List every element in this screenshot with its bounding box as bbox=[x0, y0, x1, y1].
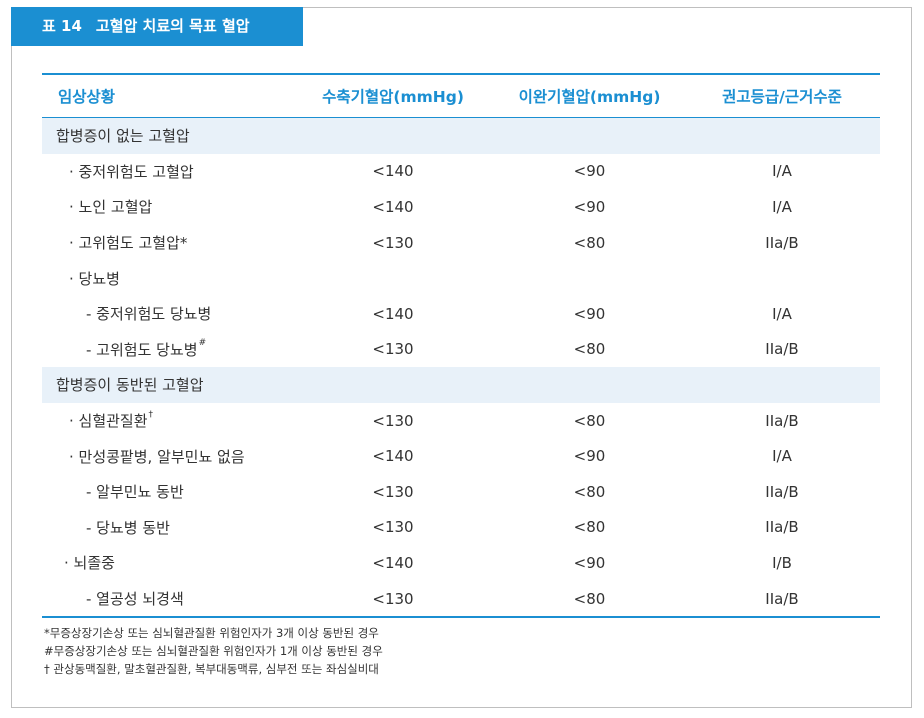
diastolic-value: <80 bbox=[573, 233, 606, 252]
row-label-cell: · 심혈관질환 † bbox=[69, 403, 153, 439]
systolic-value: <140 bbox=[372, 553, 414, 572]
grade-value: IIa/B bbox=[765, 518, 799, 537]
table-row: - 당뇨병 동반 <130 <80 IIa/B bbox=[42, 510, 880, 546]
table-row: - 알부민뇨 동반 <130 <80 IIa/B bbox=[42, 474, 880, 510]
table-row: - 열공성 뇌경색 <130 <80 IIa/B bbox=[42, 581, 880, 617]
table-row: · 당뇨병 bbox=[42, 260, 880, 296]
row-label: 합병증이 없는 고혈압 bbox=[56, 127, 190, 146]
row-label: · 만성콩팥병, 알부민뇨 없음 bbox=[69, 447, 245, 466]
row-label: - 당뇨병 동반 bbox=[86, 518, 170, 537]
row-label: - 열공성 뇌경색 bbox=[86, 590, 184, 609]
row-label: - 알부민뇨 동반 bbox=[86, 483, 184, 502]
header-diastolic: 이완기혈압(mmHg) bbox=[518, 88, 661, 106]
systolic-value: <130 bbox=[372, 482, 414, 501]
grade-value: I/A bbox=[772, 304, 792, 323]
group-row: 합병증이 없는 고혈압 bbox=[42, 118, 880, 154]
diastolic-value: <90 bbox=[573, 553, 606, 572]
footnote-mark: # bbox=[198, 338, 207, 349]
row-label: · 당뇨병 bbox=[69, 269, 120, 288]
table-title: 표 14 고혈압 치료의 목표 혈압 bbox=[11, 7, 303, 46]
diastolic-value: <80 bbox=[573, 411, 606, 430]
grade-value: IIa/B bbox=[765, 589, 799, 608]
diastolic-value: <80 bbox=[573, 482, 606, 501]
table-header-row: 임상상황 수축기혈압(mmHg) 이완기혈압(mmHg) 권고등급/근거수준 bbox=[42, 75, 880, 118]
header-clinical-situation: 임상상황 bbox=[58, 88, 116, 106]
group-row: 합병증이 동반된 고혈압 bbox=[42, 367, 880, 403]
systolic-value: <140 bbox=[372, 162, 414, 181]
diastolic-value: <90 bbox=[573, 304, 606, 323]
table-row: · 노인 고혈압 <140 <90 I/A bbox=[42, 189, 880, 225]
systolic-value: <130 bbox=[372, 233, 414, 252]
footnote: #무증상장기손상 또는 심뇌혈관질환 위험인자가 1개 이상 동반된 경우 bbox=[44, 644, 383, 658]
grade-value: IIa/B bbox=[765, 482, 799, 501]
grade-value: I/A bbox=[772, 162, 792, 181]
row-label: - 중저위험도 당뇨병 bbox=[86, 305, 212, 324]
footnote-mark: † bbox=[148, 409, 154, 420]
table-row: · 뇌졸중 <140 <90 I/B bbox=[42, 545, 880, 581]
footnote: † 관상동맥질환, 말초혈관질환, 복부대동맥류, 심부전 또는 좌심실비대 bbox=[44, 662, 379, 676]
systolic-value: <140 bbox=[372, 197, 414, 216]
target-bp-table: 임상상황 수축기혈압(mmHg) 이완기혈압(mmHg) 권고등급/근거수준 합… bbox=[42, 73, 880, 619]
systolic-value: <130 bbox=[372, 340, 414, 359]
header-grade: 권고등급/근거수준 bbox=[722, 88, 842, 106]
table-number: 표 14 bbox=[42, 17, 82, 35]
row-label: · 고위험도 고혈압* bbox=[69, 234, 188, 253]
systolic-value: <130 bbox=[372, 589, 414, 608]
systolic-value: <130 bbox=[372, 411, 414, 430]
table-row: - 고위험도 당뇨병 # <130 <80 IIa/B bbox=[42, 332, 880, 368]
systolic-value: <140 bbox=[372, 304, 414, 323]
table-row: · 만성콩팥병, 알부민뇨 없음 <140 <90 I/A bbox=[42, 438, 880, 474]
table-row: · 중저위험도 고혈압 <140 <90 I/A bbox=[42, 154, 880, 190]
row-label-cell: - 고위험도 당뇨병 # bbox=[86, 332, 206, 368]
row-label: · 심혈관질환 bbox=[69, 412, 148, 431]
row-label: · 중저위험도 고혈압 bbox=[69, 162, 194, 181]
diastolic-value: <90 bbox=[573, 197, 606, 216]
diastolic-value: <80 bbox=[573, 589, 606, 608]
table-row: - 중저위험도 당뇨병 <140 <90 I/A bbox=[42, 296, 880, 332]
diastolic-value: <80 bbox=[573, 518, 606, 537]
footnote: *무증상장기손상 또는 심뇌혈관질환 위험인자가 3개 이상 동반된 경우 bbox=[44, 626, 379, 640]
diastolic-value: <80 bbox=[573, 340, 606, 359]
grade-value: I/A bbox=[772, 447, 792, 466]
table-row: · 심혈관질환 † <130 <80 IIa/B bbox=[42, 403, 880, 439]
table-row: · 고위험도 고혈압* <130 <80 IIa/B bbox=[42, 225, 880, 261]
header-systolic: 수축기혈압(mmHg) bbox=[322, 88, 464, 106]
diastolic-value: <90 bbox=[573, 162, 606, 181]
grade-value: IIa/B bbox=[765, 233, 799, 252]
row-label: 합병증이 동반된 고혈압 bbox=[56, 376, 204, 395]
grade-value: I/B bbox=[772, 553, 792, 572]
systolic-value: <130 bbox=[372, 518, 414, 537]
grade-value: IIa/B bbox=[765, 340, 799, 359]
grade-value: IIa/B bbox=[765, 411, 799, 430]
table-footnotes: *무증상장기손상 또는 심뇌혈관질환 위험인자가 3개 이상 동반된 경우 #무… bbox=[44, 624, 383, 678]
grade-value: I/A bbox=[772, 197, 792, 216]
row-label: · 노인 고혈압 bbox=[69, 198, 153, 217]
row-label: · 뇌졸중 bbox=[64, 554, 115, 573]
row-label: - 고위험도 당뇨병 bbox=[86, 340, 198, 359]
systolic-value: <140 bbox=[372, 447, 414, 466]
table-title-text: 고혈압 치료의 목표 혈압 bbox=[95, 17, 250, 35]
diastolic-value: <90 bbox=[573, 447, 606, 466]
